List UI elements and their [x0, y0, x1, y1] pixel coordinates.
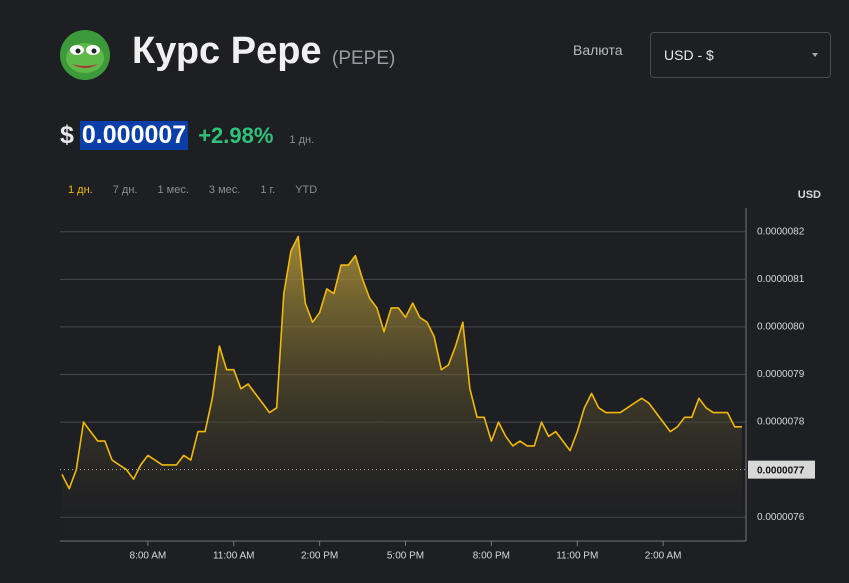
price-value: 0.000007 — [79, 121, 189, 150]
y-unit: USD — [798, 189, 821, 201]
period-tab[interactable]: 1 г. — [260, 184, 276, 196]
currency-select[interactable]: USD - $ — [650, 32, 831, 78]
coin-icon — [60, 30, 110, 80]
y-tick-label: 0.0000079 — [757, 369, 805, 380]
ticker: (PEPE) — [332, 48, 396, 69]
x-tick-label: 2:00 PM — [301, 551, 338, 562]
period-tab[interactable]: 1 дн. — [68, 184, 93, 196]
current-price-box — [748, 460, 815, 479]
y-tick-label: 0.0000080 — [757, 322, 805, 333]
title: Курс Pepe — [132, 30, 322, 72]
x-tick-label: 8:00 PM — [473, 551, 510, 562]
price-line — [61, 235, 742, 490]
x-tick-label: 2:00 AM — [645, 551, 682, 562]
price-change: +2.98% — [198, 123, 274, 148]
current-price-label: 0.0000077 — [757, 465, 805, 476]
currency-value: USD - $ — [664, 47, 714, 63]
area-fill — [62, 236, 742, 541]
x-tick-label: 11:00 PM — [556, 551, 598, 562]
y-tick-label: 0.0000078 — [757, 417, 805, 428]
period-tab[interactable]: 1 мес. — [157, 184, 189, 196]
period-tab[interactable]: YTD — [295, 184, 318, 196]
period-tab[interactable]: 3 мес. — [208, 184, 241, 196]
y-tick-label: 0.0000082 — [757, 226, 805, 237]
y-tick-label: 0.0000076 — [757, 512, 805, 523]
x-tick-label: 8:00 AM — [130, 551, 167, 562]
y-tick-label: 0.0000081 — [757, 274, 805, 285]
x-tick-label: 11:00 AM — [213, 551, 255, 562]
period-tabs: 1 дн. 7 дн. 1 мес. 3 мес. 1 г. YTD — [68, 184, 317, 196]
price-symbol: $ — [60, 121, 74, 149]
x-tick-label: 5:00 PM — [387, 551, 424, 562]
period-tab[interactable]: 7 дн. — [112, 184, 138, 196]
currency-label: Валюта — [573, 42, 623, 58]
price: $ 0.000007 +2.98% 1 дн. — [60, 121, 314, 150]
price-period: 1 дн. — [289, 134, 315, 146]
